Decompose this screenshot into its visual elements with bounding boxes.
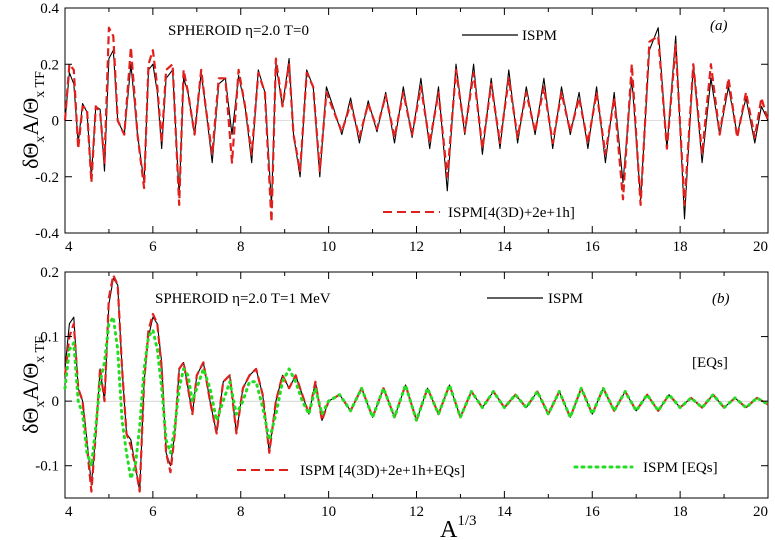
ytick-label-a: -0.4 — [35, 226, 59, 242]
series-a-1 — [63, 26, 770, 223]
xlabel-main: A — [440, 517, 458, 540]
ytick-label-a: 0.4 — [40, 1, 59, 17]
svg-text:δΘxA/Θx TF: δΘxA/Θx TF — [18, 71, 48, 169]
panel-b-label: (b) — [712, 291, 730, 307]
xtick-label-a: 12 — [409, 239, 424, 255]
panel-b-extra-label: [EQs] — [692, 355, 728, 371]
xtick-label-a: 6 — [149, 239, 157, 255]
series-a-0 — [64, 27, 769, 220]
ylabel-a-sub1: x — [33, 136, 48, 143]
xtick-label-b: 16 — [585, 504, 601, 520]
xtick-label-b: 10 — [321, 504, 336, 520]
ytick-label-a: 0 — [52, 114, 60, 130]
legend-b-ispm-text: ISPM — [548, 291, 583, 307]
panel-a-annotation: SPHEROID η=2.0 T=0 — [168, 23, 309, 39]
ytick-label-b: 0.2 — [40, 265, 59, 281]
legend-b-ispm-full-text: ISPM [4(3D)+2e+1h+EQs] — [300, 463, 465, 479]
xtick-label-b: 14 — [497, 504, 513, 520]
legend-a-ispm-text: ISPM — [522, 28, 557, 44]
ylabel-b-sub2: x TF — [33, 336, 48, 363]
x-axis-label: A1/3 — [440, 513, 477, 540]
ylabel-a-main: δΘ — [18, 143, 43, 169]
xtick-label-a: 20 — [753, 239, 768, 255]
xtick-label-b: 20 — [753, 504, 768, 520]
xtick-label-b: 12 — [409, 504, 424, 520]
ylabel-a-sub2: x TF — [33, 71, 48, 98]
legend-b-ispm-eqs: ISPM [EQs] — [573, 460, 718, 476]
xtick-label-b: 18 — [673, 504, 688, 520]
xtick-label-a: 10 — [321, 239, 336, 255]
legend-b-ispm: ISPM — [487, 291, 583, 307]
legend-a-ispm-4-3d-text: ISPM[4(3D)+2e+1h] — [448, 205, 575, 221]
legend-a-ispm-4-3d: ISPM[4(3D)+2e+1h] — [383, 205, 575, 221]
panel-b: 4 6 8 10 12 14 16 18 20 0.2 0.1 0 -0.1 SPHEROID η=2… — [18, 265, 770, 540]
ytick-label-b: -0.1 — [35, 459, 59, 475]
panel-b-annotation: SPHEROID η=2.0 T=1 MeV — [155, 291, 331, 307]
ytick-label-a: 0.2 — [40, 57, 59, 73]
legend-a-ispm: ISPM — [462, 28, 557, 44]
xtick-label-b: 6 — [149, 504, 157, 520]
xlabel-sup: 1/3 — [457, 513, 476, 529]
legend-b-ispm-full: ISPM [4(3D)+2e+1h+EQs] — [237, 463, 465, 479]
xtick-label-a: 14 — [497, 239, 513, 255]
xtick-label-a: 8 — [237, 239, 245, 255]
panel-a-ylabel: δΘxA/Θx TF — [18, 71, 48, 169]
ylabel-b-sub1: x — [33, 401, 48, 408]
ytick-label-b: 0 — [52, 394, 60, 410]
ytick-label-a: -0.2 — [35, 170, 59, 186]
ylabel-b-main: δΘ — [18, 408, 43, 434]
panel-a-label: (a) — [710, 18, 728, 34]
legend-b-ispm-eqs-text: ISPM [EQs] — [643, 460, 718, 476]
xtick-label-b: 8 — [237, 504, 245, 520]
panel-b-ylabel: δΘxA/Θx TF — [18, 336, 48, 434]
panel-a: 4 6 8 10 12 14 16 18 20 0.4 0.2 0 -0.2 -0.4 SPHEROID… — [18, 1, 770, 255]
ylabel-b-mid: A/Θ — [18, 363, 43, 401]
ytick-label-b: 0.1 — [40, 330, 59, 346]
xtick-label-b: 4 — [65, 504, 73, 520]
ylabel-a-mid: A/Θ — [18, 98, 43, 136]
xtick-label-a: 18 — [673, 239, 688, 255]
series-b-2 — [63, 315, 770, 481]
xtick-label-a: 16 — [585, 239, 601, 255]
xtick-label-a: 4 — [65, 239, 73, 255]
svg-text:δΘxA/Θx TF: δΘxA/Θx TF — [18, 336, 48, 434]
